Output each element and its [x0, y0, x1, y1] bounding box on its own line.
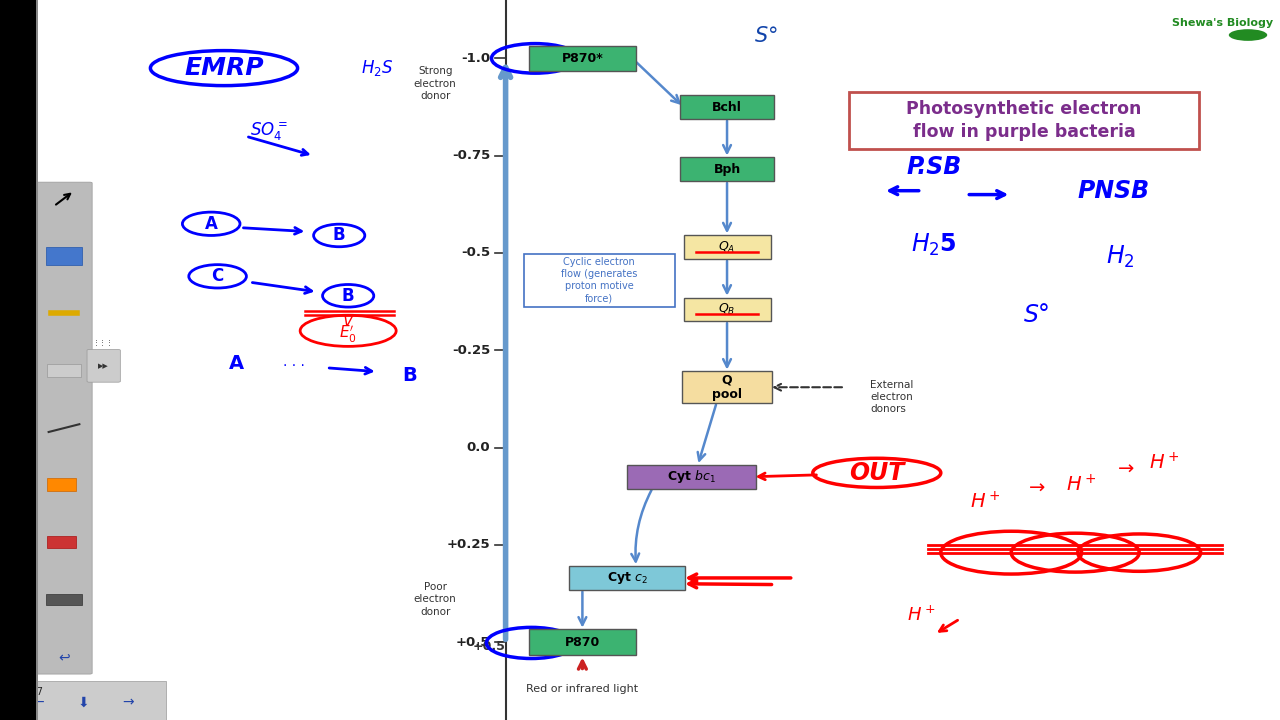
- Text: A: A: [205, 215, 218, 233]
- FancyBboxPatch shape: [46, 247, 82, 265]
- Text: · · ·: · · ·: [283, 359, 306, 373]
- Text: +0.5: +0.5: [472, 639, 506, 652]
- Text: ↩: ↩: [58, 651, 70, 665]
- FancyBboxPatch shape: [36, 182, 92, 674]
- Text: ⋮⋮⋮: ⋮⋮⋮: [93, 340, 114, 346]
- FancyBboxPatch shape: [684, 297, 771, 321]
- Text: Cyt $bc_1$: Cyt $bc_1$: [667, 468, 716, 485]
- Text: $H^+$: $H^+$: [970, 492, 1001, 513]
- Bar: [0, 0, 36, 720]
- Text: -0.5: -0.5: [461, 246, 490, 259]
- FancyBboxPatch shape: [87, 349, 120, 382]
- Text: P870*: P870*: [562, 52, 603, 65]
- Text: OUT: OUT: [849, 461, 905, 485]
- FancyBboxPatch shape: [529, 45, 636, 71]
- FancyBboxPatch shape: [46, 594, 82, 605]
- Text: B: B: [342, 287, 355, 305]
- Text: External
electron
donors: External electron donors: [870, 379, 914, 415]
- Text: →: →: [1119, 459, 1134, 479]
- Text: $H_2$: $H_2$: [1106, 244, 1134, 270]
- FancyBboxPatch shape: [47, 536, 76, 548]
- Text: P870: P870: [564, 636, 600, 649]
- Text: $Q_A$: $Q_A$: [718, 240, 736, 255]
- Text: -1.0: -1.0: [461, 52, 490, 65]
- Text: $S°$: $S°$: [754, 26, 777, 46]
- Text: ▶▶: ▶▶: [99, 363, 109, 369]
- Text: Strong
electron
donor: Strong electron donor: [413, 66, 457, 101]
- Text: Bph: Bph: [713, 163, 741, 176]
- FancyBboxPatch shape: [680, 158, 774, 181]
- Text: →: →: [122, 696, 134, 709]
- Text: 35/47: 35/47: [15, 687, 44, 696]
- Text: P.SB: P.SB: [906, 156, 963, 179]
- Text: EMRP: EMRP: [184, 56, 264, 80]
- Text: $S°$: $S°$: [1024, 303, 1050, 328]
- Text: $H_2S$: $H_2S$: [361, 58, 394, 78]
- FancyBboxPatch shape: [47, 478, 76, 490]
- FancyBboxPatch shape: [681, 372, 772, 403]
- Text: PNSB: PNSB: [1078, 179, 1149, 203]
- Text: Bchl: Bchl: [712, 101, 742, 114]
- Text: $SO_4^=$: $SO_4^=$: [250, 121, 288, 143]
- Text: -0.75: -0.75: [452, 149, 490, 162]
- Text: Poor
electron
donor: Poor electron donor: [413, 582, 457, 617]
- Text: Shewa's Biology: Shewa's Biology: [1172, 18, 1274, 28]
- Text: $Q_B$: $Q_B$: [718, 302, 736, 317]
- Text: V: V: [343, 314, 353, 328]
- Text: -0.25: -0.25: [452, 343, 490, 357]
- FancyBboxPatch shape: [47, 364, 81, 377]
- Text: $H^+$: $H^+$: [1066, 474, 1097, 495]
- Text: Cyt $c_2$: Cyt $c_2$: [607, 570, 648, 586]
- Text: Red or infrared light: Red or infrared light: [526, 684, 639, 694]
- Text: Cyclic electron
flow (generates
proton motive
force): Cyclic electron flow (generates proton m…: [561, 256, 637, 304]
- Bar: [0, 681, 166, 720]
- FancyBboxPatch shape: [524, 253, 675, 307]
- Text: $E_0'$: $E_0'$: [339, 324, 357, 346]
- Text: B: B: [333, 227, 346, 245]
- Text: B: B: [402, 366, 417, 385]
- Text: C: C: [211, 267, 224, 285]
- FancyBboxPatch shape: [529, 629, 636, 655]
- Text: →: →: [1029, 479, 1044, 498]
- Text: Photosynthetic electron
flow in purple bacteria: Photosynthetic electron flow in purple b…: [906, 100, 1142, 141]
- Text: Q
pool: Q pool: [712, 373, 742, 401]
- Text: ←: ←: [32, 696, 45, 709]
- FancyBboxPatch shape: [850, 92, 1199, 150]
- FancyBboxPatch shape: [570, 566, 686, 590]
- Bar: [36, 0, 38, 720]
- FancyBboxPatch shape: [627, 465, 755, 489]
- Text: $H^+$: $H^+$: [908, 606, 936, 624]
- FancyBboxPatch shape: [684, 235, 771, 259]
- Text: A: A: [229, 354, 244, 374]
- Text: $H_2$5: $H_2$5: [911, 232, 957, 258]
- Text: +0.25: +0.25: [447, 539, 490, 552]
- Text: $H^+$: $H^+$: [1149, 452, 1180, 474]
- Text: ⬇: ⬇: [77, 696, 90, 709]
- FancyBboxPatch shape: [680, 95, 774, 119]
- Text: 0.0: 0.0: [467, 441, 490, 454]
- Text: +0.5: +0.5: [456, 636, 490, 649]
- Circle shape: [1229, 30, 1267, 41]
